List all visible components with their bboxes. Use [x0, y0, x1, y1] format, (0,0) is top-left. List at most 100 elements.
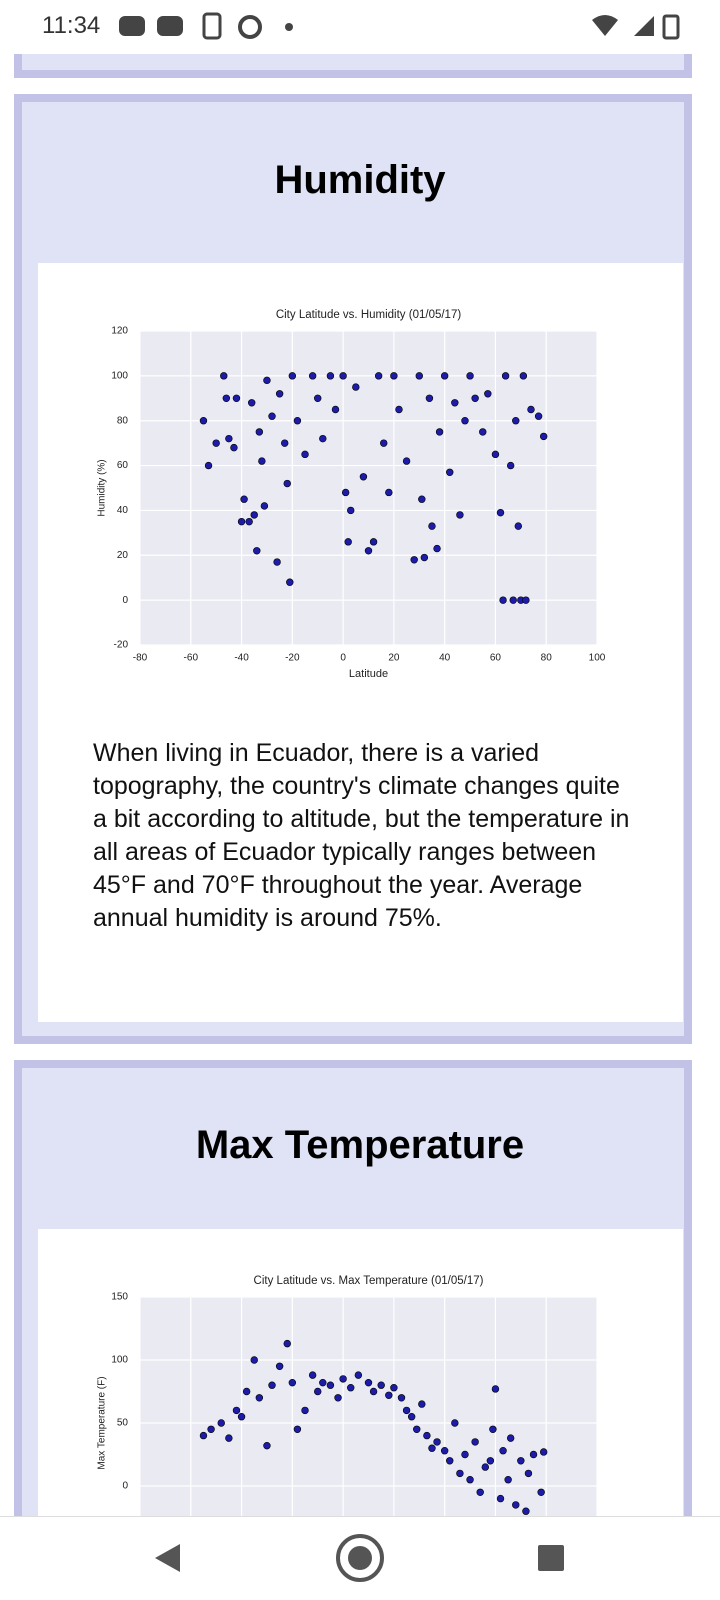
- point: [418, 495, 426, 503]
- point: [539, 1448, 548, 1456]
- point: [395, 405, 403, 414]
- point: [440, 1447, 449, 1455]
- point: [273, 558, 281, 566]
- point: [364, 1378, 373, 1387]
- point: [220, 372, 228, 380]
- point: [258, 457, 266, 465]
- point: [242, 1387, 251, 1396]
- point: [339, 1375, 347, 1383]
- point: [354, 1371, 363, 1379]
- point: [504, 1476, 512, 1484]
- point: [418, 1400, 426, 1408]
- point: [230, 443, 238, 452]
- point: [212, 439, 220, 447]
- point: [451, 399, 459, 407]
- point: [471, 1438, 479, 1446]
- recents-button[interactable]: [538, 1545, 564, 1571]
- point: [471, 394, 479, 402]
- chart-title: City Latitude vs. Max Temperature (01/05…: [254, 1275, 484, 1287]
- scroll-content: Humidity When living in Ecuador, there i…: [14, 0, 692, 1516]
- point: [428, 522, 436, 530]
- point: [466, 372, 474, 380]
- point: [506, 1434, 515, 1442]
- point: [248, 399, 256, 407]
- y-tick-label: 0: [122, 595, 128, 606]
- point: [479, 428, 487, 436]
- point: [514, 522, 522, 530]
- point: [207, 1425, 215, 1434]
- point: [491, 1385, 500, 1393]
- point: [519, 372, 528, 380]
- point: [225, 434, 233, 443]
- x-tick-label: -20: [285, 653, 300, 664]
- point: [331, 405, 340, 414]
- point: [413, 1425, 421, 1434]
- point: [433, 544, 441, 553]
- point: [250, 1356, 258, 1364]
- point: [275, 1362, 284, 1371]
- plot-area: [140, 1297, 597, 1516]
- section-text: When living in Ecuador, there is a varie…: [93, 739, 630, 932]
- point: [499, 1447, 507, 1455]
- point: [308, 372, 317, 380]
- home-button[interactable]: [336, 1534, 384, 1582]
- y-tick-label: 40: [117, 505, 129, 516]
- point: [428, 1444, 436, 1452]
- point: [369, 1387, 378, 1396]
- point: [268, 1381, 276, 1389]
- x-tick-label: 100: [589, 653, 606, 664]
- point: [293, 1425, 302, 1434]
- point: [339, 372, 347, 380]
- point: [260, 502, 269, 510]
- point: [397, 1394, 406, 1402]
- y-tick-label: 60: [117, 460, 129, 471]
- point: [347, 1384, 355, 1392]
- point: [461, 1450, 469, 1459]
- point: [232, 1406, 241, 1415]
- x-tick-label: -80: [133, 653, 148, 664]
- x-tick-label: 40: [439, 653, 451, 664]
- point: [237, 517, 246, 526]
- plot-area: [140, 331, 597, 645]
- point: [232, 394, 241, 402]
- point: [268, 412, 276, 420]
- point: [496, 508, 505, 517]
- point: [344, 538, 352, 546]
- status-icons: [119, 12, 680, 40]
- point: [364, 547, 373, 555]
- point: [283, 1339, 291, 1348]
- point: [491, 450, 500, 459]
- point: [301, 1406, 309, 1415]
- point: [334, 1394, 342, 1402]
- back-button[interactable]: [155, 1544, 180, 1572]
- point: [250, 511, 258, 519]
- point: [461, 417, 469, 425]
- point: [288, 372, 297, 380]
- point: [352, 383, 360, 391]
- point: [255, 1394, 264, 1402]
- point: [390, 372, 398, 380]
- point: [484, 390, 492, 398]
- point: [517, 1457, 525, 1465]
- point: [440, 372, 449, 380]
- section-heading: Max Temperature: [195, 1123, 525, 1167]
- point: [402, 457, 411, 465]
- point: [369, 538, 378, 546]
- point: [255, 428, 264, 436]
- x-tick-label: -40: [234, 653, 249, 664]
- status-bar: 11:34: [0, 0, 720, 54]
- point: [425, 394, 434, 402]
- point: [407, 1413, 416, 1421]
- point: [380, 439, 388, 447]
- point: [420, 553, 429, 562]
- point: [286, 578, 294, 586]
- point: [512, 1501, 520, 1509]
- point: [359, 473, 368, 481]
- point: [522, 596, 530, 604]
- point: [293, 417, 302, 425]
- y-tick-label: 100: [111, 1355, 128, 1366]
- point: [423, 1431, 431, 1440]
- y-tick-label: 150: [111, 1292, 128, 1303]
- point: [199, 1431, 208, 1440]
